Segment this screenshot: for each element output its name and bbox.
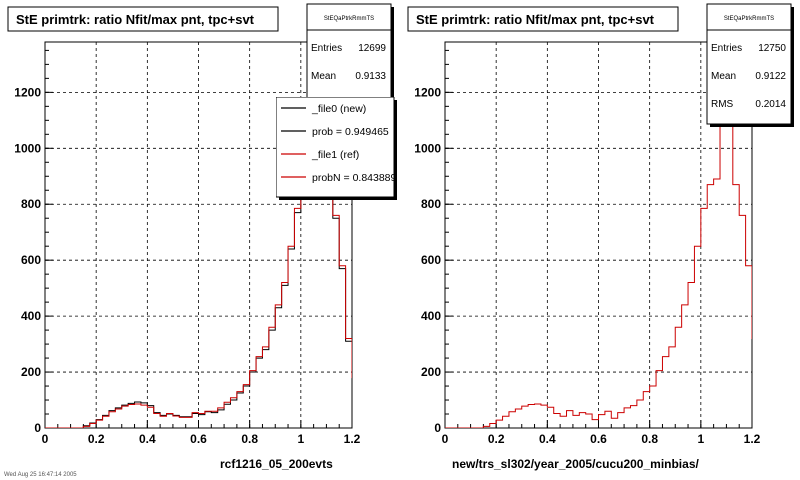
stats-label-rms: RMS (711, 99, 734, 110)
x-tick-label: 0.6 (190, 432, 207, 446)
x-tick-label: 1 (697, 432, 704, 446)
stats-name: StEQaPtrkRmmTS (324, 16, 374, 22)
y-tick-label: 400 (421, 309, 441, 323)
y-tick-label: 0 (34, 421, 41, 435)
histogram-series-2 (45, 62, 352, 428)
y-tick-label: 1200 (414, 85, 441, 99)
x-axis-label: rcf1216_05_200evts (220, 457, 333, 471)
x-tick-label: 0.6 (590, 432, 607, 446)
stats-value-entries: 12750 (758, 43, 786, 54)
x-tick-label: 1.2 (744, 432, 761, 446)
stats-value-mean: 0.9133 (355, 71, 386, 82)
histogram-series-1 (445, 62, 752, 428)
x-tick-label: 0 (42, 432, 49, 446)
stats-label-entries: Entries (711, 43, 742, 54)
y-tick-label: 1000 (414, 141, 441, 155)
title-box (407, 6, 679, 32)
x-tick-label: 0 (442, 432, 449, 446)
y-tick-label: 200 (421, 365, 441, 379)
title-box (7, 6, 279, 32)
footer-timestamp: Wed Aug 25 16:47:14 2005 (4, 472, 77, 478)
stats-value-rms: 0.2014 (755, 99, 786, 110)
x-tick-label: 0.2 (88, 432, 105, 446)
y-tick-label: 200 (21, 365, 41, 379)
x-tick-label: 0.8 (641, 432, 658, 446)
x-tick-label: 1.2 (344, 432, 361, 446)
stats-label-mean: Mean (711, 71, 736, 82)
legend-frame (276, 97, 395, 198)
x-tick-label: 0.2 (488, 432, 505, 446)
stats-label-entries: Entries (311, 43, 342, 54)
chart-title: StE primtrk: ratio Nfit/max pnt, tpc+svt (16, 12, 255, 27)
x-tick-label: 1 (297, 432, 304, 446)
y-tick-label: 1000 (14, 141, 41, 155)
histogram-panel-2: 0 0.2 0.4 0.6 0.8 1 1.2 0 200 400 600 800 1000 1200 St… (407, 3, 794, 471)
histogram-panel-1: 0 0.2 0.4 0.6 0.8 1 1.2 0 200 400 600 800 1000 1200 St… (7, 3, 394, 471)
y-tick-label: 1200 (14, 85, 41, 99)
x-axis-label: new/trs_sl302/year_2005/cucu200_minbias/ (452, 457, 699, 471)
stats-frame (706, 3, 792, 125)
stats-box: StEQaPtrkRmmTS Entries 12750 Mean 0.9122 RMS 0… (706, 3, 794, 127)
y-tick-label: 800 (21, 197, 41, 211)
x-tick-label: 0.4 (139, 432, 156, 446)
x-tick-label: 0.8 (241, 432, 258, 446)
x-tick-label: 0.4 (539, 432, 556, 446)
stats-label-mean: Mean (311, 71, 336, 82)
stats-value-mean: 0.9122 (755, 71, 786, 82)
y-tick-label: 400 (21, 309, 41, 323)
stats-name: StEQaPtrkRmmTS (724, 16, 774, 22)
legend-entry-label: _file0 (new) (311, 103, 366, 115)
legend: _file0 (new) prob = 0.949465 _file1 (ref) p… (276, 97, 397, 200)
legend-entry-label: _file1 (ref) (311, 149, 359, 161)
y-tick-label: 600 (21, 253, 41, 267)
y-tick-label: 800 (421, 197, 441, 211)
chart-title: StE primtrk: ratio Nfit/max pnt, tpc+svt (416, 12, 655, 27)
legend-entry-label: probN = 0.843889 (312, 172, 397, 184)
stats-value-entries: 12699 (358, 43, 386, 54)
y-tick-label: 600 (421, 253, 441, 267)
y-tick-label: 0 (434, 421, 441, 435)
legend-entry-label: prob = 0.949465 (312, 126, 389, 138)
